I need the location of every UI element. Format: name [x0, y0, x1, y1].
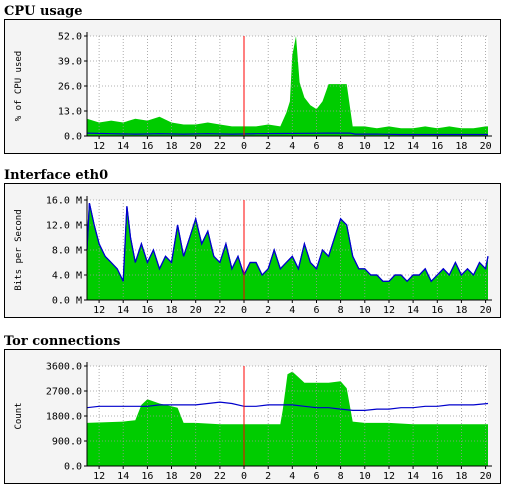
x-tick-label: 12 — [93, 471, 105, 482]
y-tick-label: 0.0 — [64, 132, 82, 143]
x-tick-label: 12 — [383, 471, 395, 482]
y-tick-label: 4.0 M — [52, 271, 82, 282]
x-tick-label: 6 — [313, 141, 319, 152]
tor-connections-chart: 12 14 16 18 20 22 0 2 4 6 8 10 12 14 16 18 20 0.0 900.0 180… — [14, 362, 492, 482]
cpu-usage-chart: 12 14 16 18 20 22 0 2 4 6 8 10 12 14 16 18 20 0.0 13.0 26.0… — [14, 32, 492, 152]
y-axis-label: % of CPU used — [14, 51, 24, 121]
x-tick-label: 20 — [190, 141, 202, 152]
x-tick-label: 10 — [359, 141, 371, 152]
x-tick-label: 20 — [480, 305, 492, 316]
x-tick-label: 0 — [241, 471, 247, 482]
x-tick-label: 14 — [407, 141, 419, 152]
y-tick-label: 52.0 — [58, 32, 82, 43]
x-tick-label: 8 — [338, 471, 344, 482]
x-tick-label: 16 — [431, 305, 443, 316]
x-tick-label: 10 — [359, 305, 371, 316]
x-tick-label: 16 — [141, 471, 153, 482]
x-tick-label: 22 — [214, 471, 226, 482]
area-outline — [86, 202, 489, 283]
y-tick-label: 8.0 M — [52, 246, 82, 257]
y-tick-label: 26.0 — [58, 82, 82, 93]
x-tick-label: 16 — [141, 305, 153, 316]
x-tick-label: 8 — [338, 141, 344, 152]
x-tick-label: 22 — [214, 141, 226, 152]
tor-connections-title: Tor connections — [4, 334, 121, 349]
x-tick-label: 6 — [313, 471, 319, 482]
area-series-0 — [87, 203, 488, 300]
x-tick-label: 12 — [383, 305, 395, 316]
x-tick-label: 4 — [289, 305, 295, 316]
x-tick-label: 18 — [165, 305, 177, 316]
cpu-usage-panel: 12 14 16 18 20 22 0 2 4 6 8 10 12 14 16 18 20 0.0 13.0 26.0… — [4, 19, 501, 154]
y-tick-label: 0.0 — [64, 462, 82, 473]
y-tick-label: 1800.0 — [46, 412, 82, 423]
x-tick-label: 2 — [265, 471, 271, 482]
tor-connections-panel: 12 14 16 18 20 22 0 2 4 6 8 10 12 14 16 18 20 0.0 900.0 180… — [4, 349, 501, 484]
x-tick-label: 14 — [117, 471, 129, 482]
x-tick-label: 12 — [93, 305, 105, 316]
x-tick-label: 18 — [165, 471, 177, 482]
x-tick-label: 18 — [455, 305, 467, 316]
x-tick-label: 20 — [480, 471, 492, 482]
x-tick-label: 18 — [455, 141, 467, 152]
x-tick-label: 14 — [407, 305, 419, 316]
x-tick-label: 22 — [214, 305, 226, 316]
x-tick-label: 4 — [289, 471, 295, 482]
x-tick-label: 0 — [241, 305, 247, 316]
interface-eth0-title: Interface eth0 — [4, 168, 109, 183]
interface-eth0-panel: 12 14 16 18 20 22 0 2 4 6 8 10 12 14 16 18 20 0.0 M 4.0 M 8… — [4, 183, 501, 318]
y-tick-label: 13.0 — [58, 107, 82, 118]
y-tick-label: 2700.0 — [46, 387, 82, 398]
x-tick-label: 12 — [93, 141, 105, 152]
x-tick-label: 6 — [313, 305, 319, 316]
x-tick-label: 10 — [359, 471, 371, 482]
y-tick-label: 0.0 M — [52, 296, 82, 307]
x-tick-label: 20 — [480, 141, 492, 152]
x-tick-label: 14 — [117, 141, 129, 152]
area-series-0 — [87, 371, 488, 466]
cpu-usage-title: CPU usage — [4, 4, 83, 19]
y-axis-label: Count — [14, 402, 24, 429]
x-tick-label: 0 — [241, 141, 247, 152]
y-axis-label: Bits per Second — [14, 209, 24, 290]
x-tick-label: 18 — [165, 141, 177, 152]
x-tick-label: 16 — [431, 471, 443, 482]
x-tick-label: 12 — [383, 141, 395, 152]
x-tick-label: 2 — [265, 305, 271, 316]
y-tick-label: 3600.0 — [46, 362, 82, 373]
x-tick-label: 14 — [407, 471, 419, 482]
x-tick-label: 4 — [289, 141, 295, 152]
line-series-1 — [86, 401, 489, 412]
x-tick-label: 20 — [190, 305, 202, 316]
y-tick-label: 12.0 M — [46, 221, 82, 232]
y-tick-label: 39.0 — [58, 57, 82, 68]
x-tick-label: 16 — [141, 141, 153, 152]
line-series-1 — [86, 132, 488, 136]
x-tick-label: 20 — [190, 471, 202, 482]
x-tick-label: 2 — [265, 141, 271, 152]
interface-eth0-chart: 12 14 16 18 20 22 0 2 4 6 8 10 12 14 16 18 20 0.0 M 4.0 M 8… — [14, 196, 492, 316]
area-series-0 — [87, 36, 488, 136]
x-tick-label: 16 — [431, 141, 443, 152]
y-tick-label: 900.0 — [52, 437, 82, 448]
x-tick-label: 8 — [338, 305, 344, 316]
y-tick-label: 16.0 M — [46, 196, 82, 207]
x-tick-label: 18 — [455, 471, 467, 482]
x-tick-label: 14 — [117, 305, 129, 316]
